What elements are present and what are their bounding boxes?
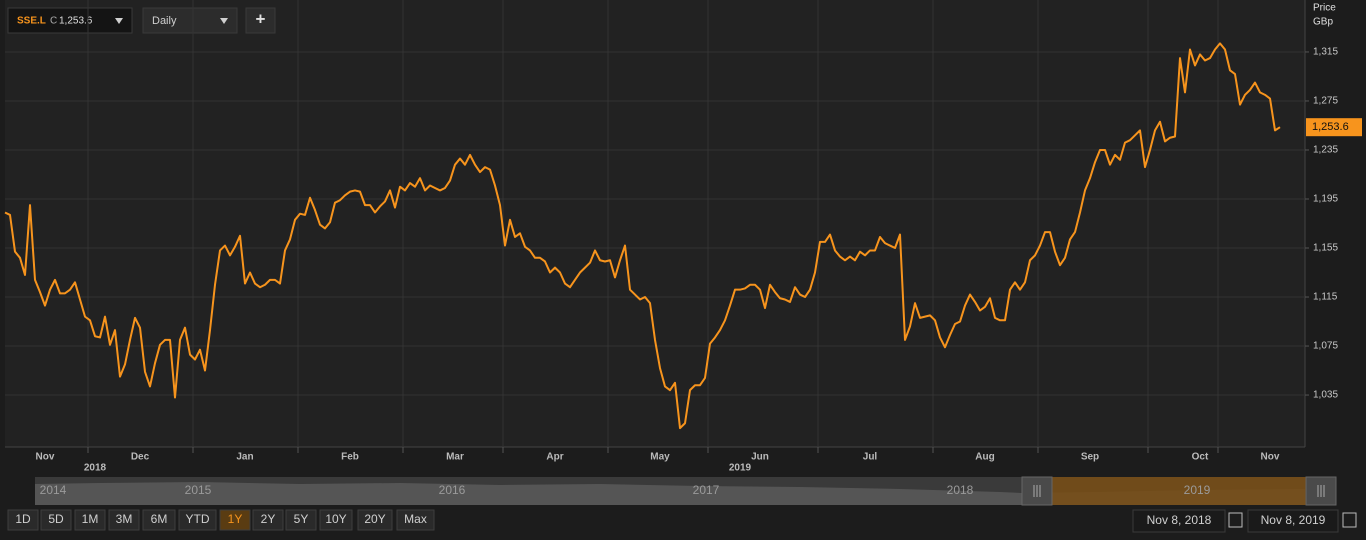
- calendar-icon[interactable]: [1342, 512, 1357, 528]
- range-label: 1Y: [228, 512, 243, 526]
- price-line: [4, 42, 1281, 430]
- navigator-year: 2017: [693, 483, 720, 497]
- y-tick-label: 1,235: [1313, 145, 1338, 156]
- range-button[interactable]: [319, 509, 353, 531]
- x-tick-label: Nov: [1261, 452, 1280, 463]
- plot-area: [5, 0, 1305, 447]
- y-title: Price: [1313, 3, 1336, 14]
- range-label: 5Y: [294, 512, 309, 526]
- year-label: 2018: [84, 463, 107, 474]
- x-tick-label: Dec: [131, 452, 150, 463]
- y-tick-label: 1,075: [1313, 341, 1338, 352]
- y-tick-label: 1,155: [1313, 243, 1338, 254]
- range-button[interactable]: [252, 509, 284, 531]
- dropdown-arrow: [115, 18, 123, 24]
- navigator-year: 2018: [947, 483, 974, 497]
- last-price-tag: [1306, 118, 1362, 137]
- handle-grip: [1033, 485, 1325, 497]
- date-from: Nov 8, 2018: [1147, 513, 1212, 527]
- x-tick-label: Jan: [236, 452, 253, 463]
- range-label: YTD: [186, 512, 210, 526]
- range-label: Max: [404, 512, 427, 526]
- interval: Daily: [152, 15, 177, 27]
- x-tick-label: Feb: [341, 452, 359, 463]
- range-label: 5D: [48, 512, 64, 526]
- range-label: 20Y: [364, 512, 385, 526]
- range-label: 6M: [151, 512, 168, 526]
- range-button[interactable]: [178, 509, 217, 531]
- range-button[interactable]: [74, 509, 106, 531]
- navigator-selection[interactable]: [1022, 477, 1336, 505]
- x-tick-label: Apr: [546, 452, 563, 463]
- dropdown-arrow: [220, 18, 228, 24]
- x-tick-label: Oct: [1192, 452, 1209, 463]
- range-button[interactable]: [396, 509, 435, 531]
- navigator-year: 2019: [1184, 483, 1211, 497]
- range-button[interactable]: [357, 509, 393, 531]
- x-tick-label: Jun: [751, 452, 769, 463]
- x-tick-label: Mar: [446, 452, 464, 463]
- date-to: Nov 8, 2019: [1261, 513, 1326, 527]
- range-label: 10Y: [325, 512, 346, 526]
- last-price-label: 1,253.6: [1312, 121, 1349, 133]
- x-tick-label: Sep: [1081, 452, 1099, 463]
- navigator-year: 2016: [439, 483, 466, 497]
- x-tick-label: May: [650, 452, 670, 463]
- x-tick-label: Jul: [863, 452, 878, 463]
- range-button[interactable]: [40, 509, 72, 531]
- range-label: 2Y: [261, 512, 276, 526]
- y-tick-label: 1,195: [1313, 194, 1338, 205]
- range-label: 1D: [15, 512, 31, 526]
- x-tick-label: Aug: [975, 452, 994, 463]
- navigator-sparkline: [35, 482, 1305, 505]
- y-tick-label: 1,315: [1313, 47, 1338, 58]
- range-label: 3M: [116, 512, 133, 526]
- y-tick-label: 1,035: [1313, 390, 1338, 401]
- range-label: 1M: [82, 512, 99, 526]
- range-button[interactable]: [142, 509, 176, 531]
- date-from-box[interactable]: [1132, 509, 1226, 533]
- range-button[interactable]: [7, 509, 39, 531]
- add-label: +: [256, 9, 266, 28]
- y-tick-label: 1,275: [1313, 96, 1338, 107]
- close-value: 1,253.6: [59, 16, 93, 27]
- range-button[interactable]: [108, 509, 140, 531]
- range-button[interactable]: [285, 509, 317, 531]
- navigator-year: 2014: [40, 483, 67, 497]
- date-to-box[interactable]: [1247, 509, 1339, 533]
- close-prefix: C: [50, 16, 57, 27]
- symbol: SSE.L: [17, 16, 46, 27]
- interval-box[interactable]: [142, 7, 238, 34]
- add-button[interactable]: [245, 7, 276, 34]
- x-tick-label: Nov: [36, 452, 55, 463]
- navigator-year: 2015: [185, 483, 212, 497]
- range-button[interactable]: [219, 509, 251, 531]
- year-label: 2019: [729, 463, 752, 474]
- calendar-icon[interactable]: [1228, 512, 1243, 528]
- y-unit: GBp: [1313, 17, 1333, 28]
- symbol-box[interactable]: [7, 7, 133, 34]
- y-tick-label: 1,115: [1313, 292, 1338, 303]
